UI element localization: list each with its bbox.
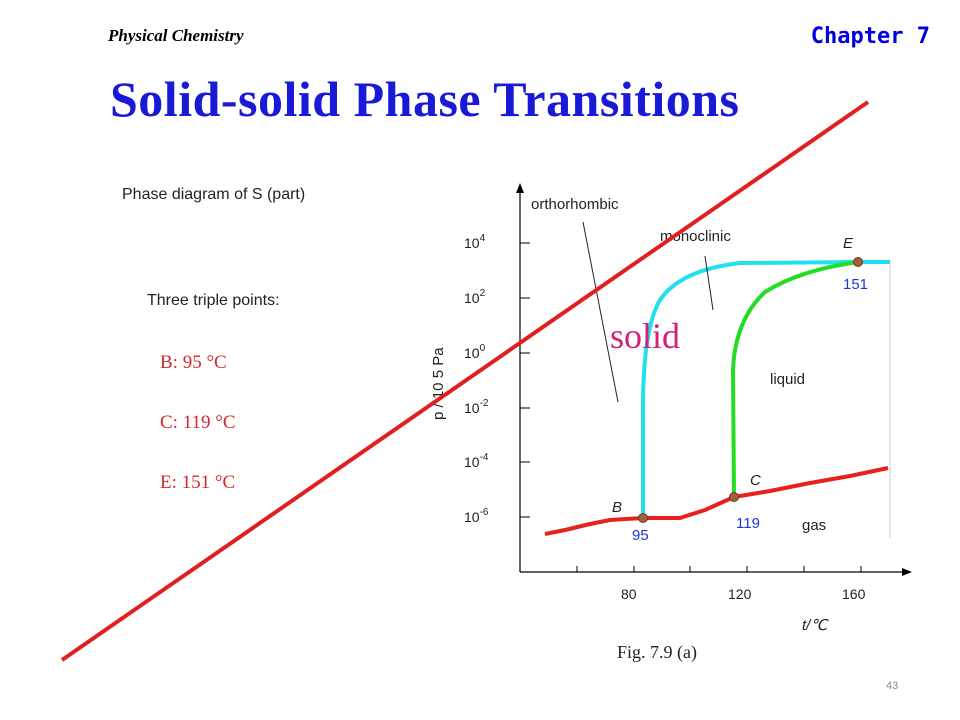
point-c-marker: [729, 492, 739, 502]
page-number: 43: [886, 680, 899, 692]
course-title: Physical Chemistry: [108, 26, 244, 45]
y-axis-arrow: [516, 183, 524, 193]
solid-solid-boundary-line: [640, 260, 890, 518]
x-tick-label: 120: [728, 586, 752, 602]
region-orthorhombic: orthorhombic: [531, 196, 619, 213]
diagonal-overlay-line: [60, 100, 870, 662]
triple-points-heading: Three triple points:: [147, 292, 280, 309]
point-e-marker: [853, 257, 863, 267]
region-gas: gas: [802, 517, 826, 534]
y-tick-label: 10-2: [464, 398, 489, 416]
y-tick-marks: [520, 242, 530, 518]
region-liquid: liquid: [770, 371, 805, 388]
slide-title: Solid-solid Phase Transitions: [110, 71, 740, 127]
gas-boundary-line: [544, 466, 889, 536]
x-tick-label: 80: [621, 586, 637, 602]
y-axis-label: p / 10 5 Pa: [430, 347, 447, 420]
diagram-subtitle: Phase diagram of S (part): [122, 186, 306, 203]
chapter-label: Chapter 7: [810, 24, 930, 49]
x-axis-label: t/℃: [802, 617, 829, 634]
melting-line: [730, 260, 859, 498]
y-tick-label: 10-4: [464, 452, 489, 470]
y-tick-label: 100: [464, 343, 486, 361]
y-tick-label: 104: [464, 233, 486, 251]
x-axis-arrow: [902, 568, 912, 576]
figure-caption: Fig. 7.9 (a): [617, 642, 697, 662]
triple-point-e: E: 151 °C: [160, 472, 236, 493]
point-e-value: 151: [843, 276, 868, 293]
y-tick-label: 102: [464, 288, 486, 306]
x-tick-marks: [576, 566, 862, 572]
point-c-value: 119: [736, 515, 760, 532]
point-b-marker: [638, 513, 648, 523]
orthorhombic-pointer: [582, 221, 619, 403]
y-tick-label: 10-6: [464, 507, 489, 525]
point-e-name: E: [843, 235, 854, 252]
x-tick-label: 160: [842, 586, 866, 602]
region-solid: solid: [610, 316, 680, 356]
triple-point-c: C: 119 °C: [160, 412, 236, 433]
point-c-name: C: [750, 472, 761, 489]
point-b-value: 95: [632, 527, 649, 544]
triple-point-b: B: 95 °C: [160, 352, 227, 373]
monoclinic-pointer: [704, 255, 714, 311]
point-b-name: B: [612, 499, 622, 516]
